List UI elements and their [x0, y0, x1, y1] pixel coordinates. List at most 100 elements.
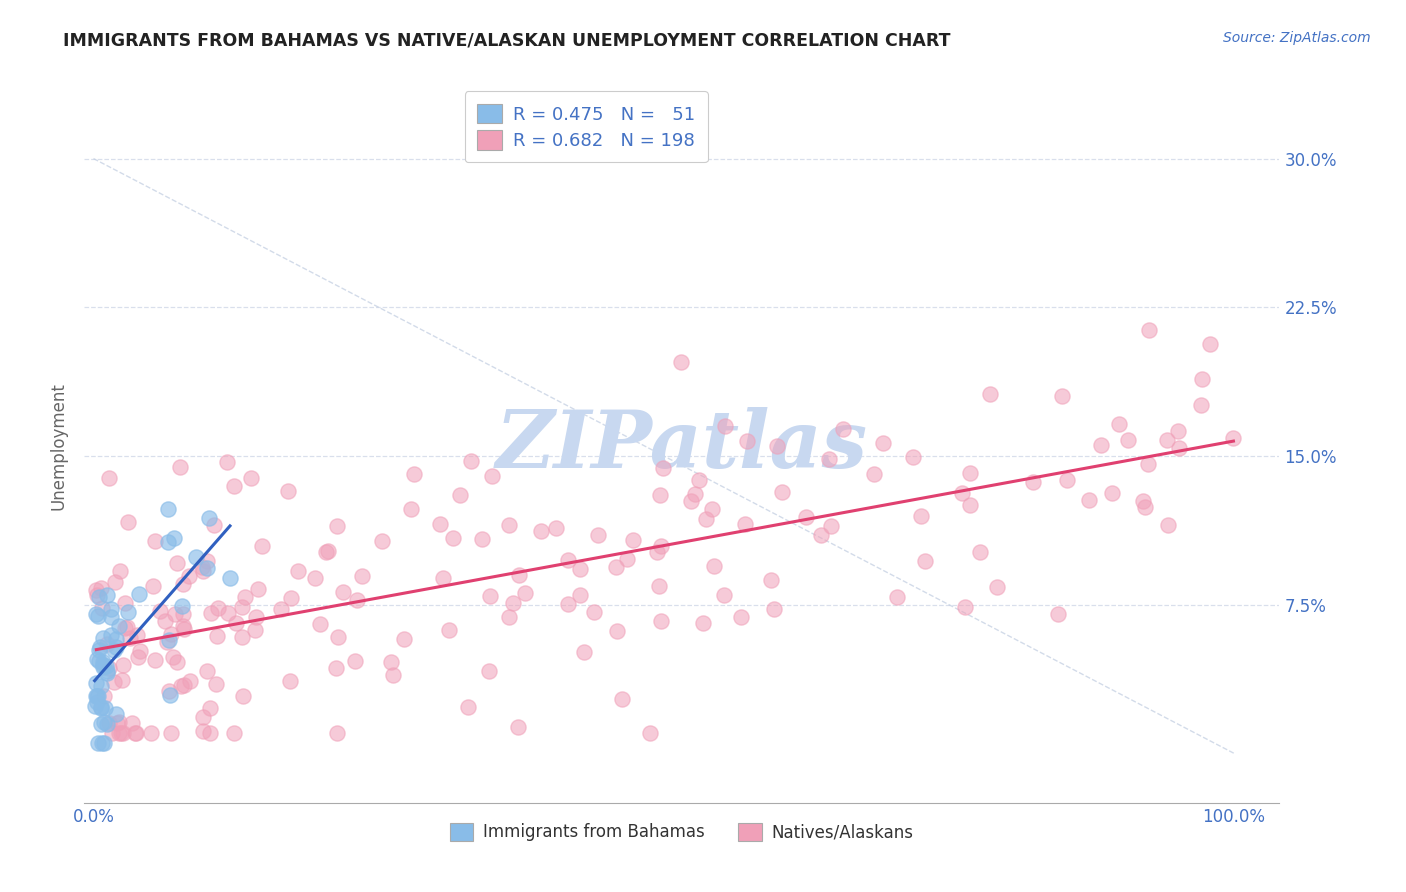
Point	[195, 561, 218, 575]
Point	[478, 665, 501, 679]
Point	[195, 665, 218, 679]
Point	[97, 716, 120, 731]
Point	[121, 716, 143, 731]
Point	[97, 471, 120, 485]
Point	[950, 485, 973, 500]
Point	[191, 560, 214, 574]
Point	[1047, 607, 1070, 621]
Point	[441, 531, 464, 545]
Point	[914, 554, 936, 568]
Point	[159, 726, 181, 740]
Point	[231, 599, 253, 614]
Point	[1189, 399, 1212, 413]
Point	[127, 649, 149, 664]
Point	[959, 498, 981, 512]
Point	[730, 610, 752, 624]
Point	[343, 654, 366, 668]
Point	[105, 716, 128, 731]
Point	[96, 588, 118, 602]
Point	[959, 466, 981, 480]
Point	[245, 610, 267, 624]
Point	[449, 488, 471, 502]
Point	[93, 736, 115, 750]
Point	[166, 655, 188, 669]
Point	[86, 690, 108, 704]
Point	[166, 556, 188, 570]
Point	[149, 604, 172, 618]
Point	[955, 599, 977, 614]
Point	[647, 545, 669, 559]
Point	[1133, 500, 1156, 514]
Point	[759, 573, 782, 587]
Point	[159, 689, 181, 703]
Point	[240, 471, 263, 485]
Point	[219, 571, 242, 585]
Point	[325, 661, 347, 675]
Point	[231, 630, 253, 644]
Point	[270, 602, 292, 616]
Point	[93, 714, 115, 729]
Point	[588, 527, 610, 541]
Point	[1167, 441, 1189, 455]
Point	[683, 487, 706, 501]
Point	[111, 726, 134, 740]
Point	[207, 629, 229, 643]
Point	[280, 591, 302, 606]
Point	[872, 435, 894, 450]
Point	[569, 588, 592, 602]
Point	[621, 533, 644, 548]
Point	[157, 684, 180, 698]
Point	[315, 545, 337, 559]
Point	[508, 567, 530, 582]
Point	[105, 640, 128, 654]
Point	[172, 607, 194, 621]
Point	[901, 450, 924, 465]
Point	[157, 632, 180, 647]
Point	[100, 602, 122, 616]
Point	[246, 582, 269, 597]
Point	[84, 689, 107, 703]
Point	[179, 673, 201, 688]
Point	[1077, 493, 1099, 508]
Point	[86, 696, 108, 710]
Point	[98, 661, 121, 675]
Point	[103, 674, 125, 689]
Point	[502, 596, 524, 610]
Point	[1116, 434, 1139, 448]
Point	[117, 605, 139, 619]
Point	[142, 579, 165, 593]
Point	[86, 652, 108, 666]
Point	[91, 655, 114, 669]
Point	[108, 726, 131, 740]
Point	[91, 601, 114, 615]
Point	[1090, 437, 1112, 451]
Point	[1132, 494, 1154, 508]
Point	[96, 717, 118, 731]
Point	[734, 516, 756, 531]
Point	[108, 564, 131, 578]
Point	[184, 549, 207, 564]
Point	[105, 632, 128, 647]
Point	[86, 588, 108, 602]
Point	[326, 518, 349, 533]
Point	[278, 674, 301, 689]
Point	[316, 543, 339, 558]
Point	[979, 387, 1001, 401]
Point	[191, 709, 214, 723]
Point	[506, 721, 529, 735]
Point	[100, 628, 122, 642]
Point	[392, 632, 415, 646]
Point	[818, 451, 841, 466]
Point	[222, 479, 245, 493]
Point	[671, 355, 693, 369]
Point	[233, 591, 256, 605]
Point	[703, 558, 725, 573]
Point	[513, 586, 536, 600]
Point	[94, 700, 117, 714]
Point	[606, 624, 628, 639]
Point	[104, 707, 127, 722]
Point	[195, 554, 218, 568]
Point	[702, 502, 724, 516]
Point	[143, 652, 166, 666]
Point	[155, 615, 177, 629]
